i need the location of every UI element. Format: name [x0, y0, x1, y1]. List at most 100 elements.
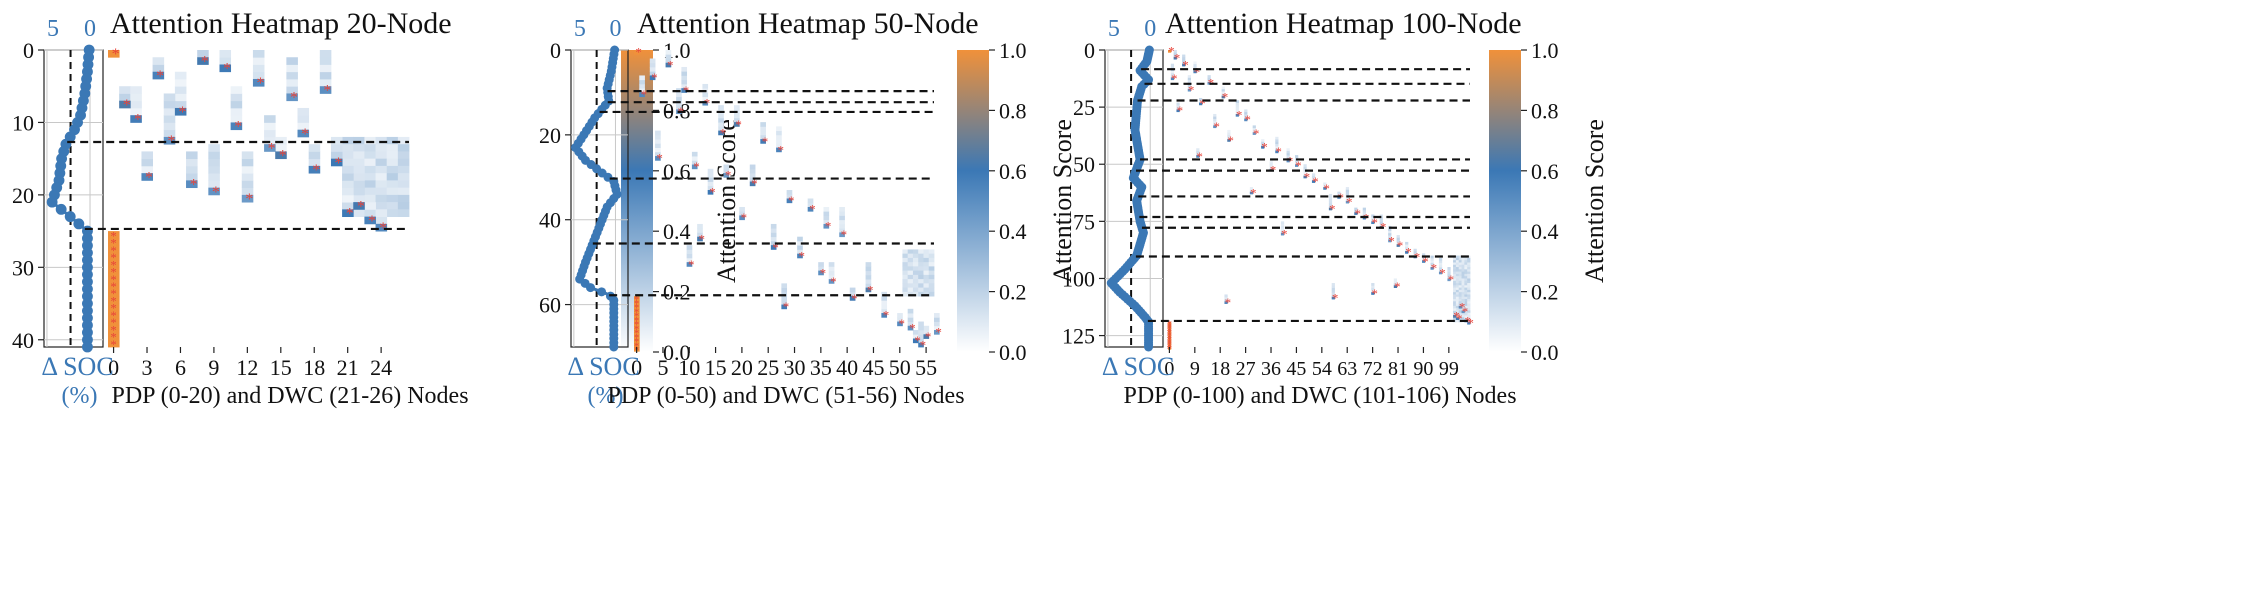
heat-cell	[375, 136, 388, 145]
heat-cell	[907, 283, 914, 288]
star-marker: *	[145, 169, 153, 186]
heat-cell	[639, 88, 645, 93]
heat-cell	[1461, 257, 1465, 261]
heat-cell	[1379, 214, 1383, 218]
heat-cell	[1235, 102, 1239, 106]
heat-cell	[1455, 262, 1460, 266]
heat-cell-peak	[649, 75, 656, 81]
heat-cell	[364, 158, 376, 167]
heat-cell	[1331, 285, 1335, 288]
heat-cell	[907, 308, 914, 314]
star-marker: *	[1281, 226, 1288, 241]
heat-cell-peak	[907, 325, 914, 331]
x-tick-label: 24	[370, 355, 392, 380]
heat-cell	[1275, 136, 1279, 140]
heat-cell	[1328, 198, 1333, 202]
heat-cell	[1396, 239, 1400, 243]
heat-cell	[1455, 308, 1460, 311]
heat-cell	[918, 253, 924, 259]
heat-cell	[386, 202, 399, 210]
heat-cell	[928, 257, 935, 263]
soc-tick-label: 0	[84, 16, 96, 42]
heat-cell	[1170, 70, 1175, 74]
heat-cell-peak	[1453, 315, 1457, 318]
heat-cell	[1458, 273, 1462, 277]
heat-cell	[1453, 262, 1457, 266]
soc-axis-label: Δ SOC	[41, 352, 113, 381]
heat-cell	[839, 228, 845, 233]
star-marker: *	[1462, 304, 1469, 319]
heat-cell	[397, 151, 410, 160]
heat-cell	[208, 180, 220, 189]
heat-cell-depot	[108, 252, 120, 261]
heatmap-cells	[634, 50, 940, 352]
heat-cell	[264, 122, 276, 131]
heat-cell-peak	[749, 181, 756, 187]
x-tick-label: 25	[757, 355, 779, 380]
heat-cell	[702, 92, 709, 98]
heat-cell	[1455, 292, 1460, 295]
heat-cell	[907, 270, 914, 276]
heat-cell	[1467, 310, 1471, 314]
star-marker: *	[1253, 126, 1260, 141]
heat-cell	[1455, 269, 1460, 273]
heat-cell	[241, 151, 254, 160]
heat-cell	[881, 304, 888, 310]
heat-cell	[923, 279, 930, 284]
heat-cell	[928, 274, 935, 280]
heat-cell-depot	[1168, 326, 1172, 330]
soc-point	[64, 211, 76, 223]
heat-cell-peak	[330, 158, 343, 167]
heat-cell-peak	[141, 173, 153, 181]
colorbar-tick-label: 0.0	[999, 340, 1027, 365]
heat-cell	[1455, 271, 1460, 275]
heat-cell	[1269, 166, 1273, 170]
heat-cell	[1328, 200, 1333, 204]
heat-cell	[1187, 77, 1191, 81]
heat-cell	[1430, 255, 1434, 259]
heat-cell	[749, 164, 756, 170]
colorbar-tick-label: 0.6	[663, 159, 691, 184]
y-tick-label: 20	[12, 183, 34, 208]
colorbar-tick-label: 0.2	[999, 280, 1027, 305]
heat-cell-peak	[241, 194, 254, 203]
heat-cell	[828, 274, 835, 280]
heat-cell	[912, 330, 919, 335]
heat-cell	[1280, 225, 1285, 229]
heat-cell	[397, 187, 410, 196]
heat-cell-depot	[634, 296, 640, 301]
star-marker: *	[1312, 174, 1319, 189]
star-marker: *	[1323, 181, 1330, 196]
heat-cell	[1455, 303, 1460, 307]
heat-cell	[770, 236, 777, 242]
heat-cell	[297, 115, 310, 123]
heat-cell-depot	[634, 304, 640, 310]
heat-cell	[1458, 269, 1462, 273]
heat-cell	[1221, 86, 1225, 90]
heat-cell-peak	[1249, 191, 1254, 195]
heat-cell	[1467, 271, 1471, 275]
x-tick-label: 18	[303, 355, 325, 380]
soc-points	[1106, 45, 1154, 352]
heat-cell-peak	[1323, 187, 1327, 190]
heat-cell	[1453, 296, 1457, 300]
soc-point	[609, 342, 619, 352]
x-tick-label: 15	[705, 355, 727, 380]
heat-cell	[923, 270, 930, 276]
star-marker: *	[1182, 57, 1189, 72]
heat-cell-peak	[1396, 244, 1400, 247]
heat-cell	[1261, 141, 1265, 145]
heat-cell	[386, 151, 399, 160]
heat-cell	[912, 334, 919, 339]
heat-cell	[1467, 276, 1471, 279]
heat-cell	[252, 57, 265, 65]
heat-cell	[386, 158, 399, 167]
heat-cell	[1213, 123, 1217, 126]
heat-cell	[397, 165, 410, 174]
heat-cell-peak	[1354, 212, 1358, 215]
heat-cell	[1430, 264, 1434, 268]
x-tick-label: 0	[1164, 358, 1174, 380]
heat-cell	[1413, 248, 1417, 252]
heat-cell-peak	[130, 115, 142, 123]
heat-cell	[934, 321, 940, 327]
